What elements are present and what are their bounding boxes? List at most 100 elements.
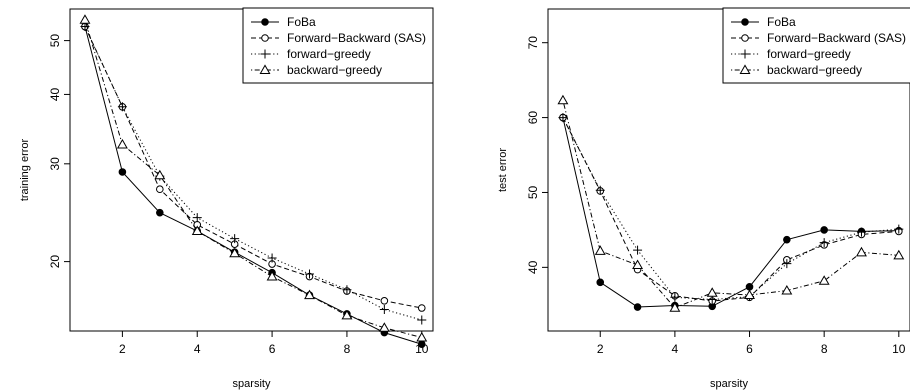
chart-1-series-2-point <box>156 185 164 194</box>
chart-1-series-3-point <box>117 102 127 112</box>
y-tick-label: 20 <box>48 255 62 269</box>
y-tick-label: 40 <box>526 260 540 274</box>
legend-label: forward−greedy <box>287 47 371 61</box>
legend-label: backward−greedy <box>767 63 862 77</box>
chart-2-series-3-point <box>633 245 643 255</box>
chart-2-series-4-point <box>744 289 755 300</box>
legend-marker <box>261 18 269 26</box>
chart-2-series-1-point <box>596 278 605 287</box>
chart-1-series-4-point <box>378 322 390 332</box>
chart-1-series-4-point <box>79 14 91 24</box>
chart-1-legend: FoBa Forward−Backward (SAS) forward−greedy… <box>242 7 434 84</box>
legend-marker <box>741 18 749 26</box>
legend-marker <box>260 49 270 59</box>
chart-2-series-3-point <box>558 113 568 123</box>
chart-1-series-4-point <box>116 138 128 149</box>
chart-1-series-1-point <box>118 168 127 176</box>
x-tick-label: 8 <box>344 342 351 356</box>
legend-marker <box>261 34 269 42</box>
chart-2-series-3 <box>558 113 904 305</box>
chart-1-series-4-line <box>84 19 422 339</box>
chart-2-series-3-point <box>670 292 680 302</box>
chart-2-series-1-line <box>562 117 899 308</box>
chart-1-series-3-point <box>230 234 240 244</box>
x-tick-label: 4 <box>672 342 679 356</box>
chart-1-series-3-point <box>379 304 389 314</box>
chart-2-series-2 <box>559 113 903 305</box>
legend-label: FoBa <box>767 15 796 29</box>
chart-1-series-4-point <box>416 331 428 342</box>
chart-1-series-3-point <box>267 253 277 263</box>
x-tick-label: 6 <box>746 342 753 356</box>
chart-1-series-3-point <box>305 269 315 279</box>
chart-2-series-4-point <box>706 287 718 297</box>
chart-2-series-4-point <box>557 94 569 105</box>
legend-label: backward−greedy <box>287 63 382 77</box>
chart-2-series-2-line <box>562 117 899 302</box>
x-tick-label: 4 <box>194 342 201 356</box>
chart-1-series-3-point <box>417 315 427 325</box>
legend-marker <box>740 49 750 59</box>
chart-1-series-1-line <box>84 26 422 345</box>
chart-2-series-4 <box>557 94 905 312</box>
x-tick-label: 8 <box>821 342 828 356</box>
chart-2-series-1 <box>559 113 903 311</box>
chart-1-series-2-point <box>417 304 426 312</box>
chart-1-series-4 <box>79 14 428 342</box>
chart-2-series-3-point <box>819 238 829 248</box>
chart-1-series-3-line <box>84 26 422 321</box>
chart-1-series-4-point <box>341 309 353 320</box>
chart-2-series-1-point <box>745 283 754 291</box>
chart-1-series-4-point <box>154 169 166 180</box>
x-axis-label: sparsity <box>710 378 748 390</box>
legend-marker <box>739 64 751 74</box>
y-tick-label: 60 <box>526 111 540 125</box>
legend-label: Forward−Backward (SAS) <box>287 31 426 45</box>
y-tick-label: 30 <box>48 157 62 171</box>
chart-2-series-3-point <box>595 185 605 195</box>
x-tick-label: 2 <box>597 342 604 356</box>
legend-marker <box>741 34 749 42</box>
x-tick-label: 10 <box>892 342 906 356</box>
chart-1-series-4-point <box>266 270 278 281</box>
chart-2-series-1-point <box>633 303 642 311</box>
x-tick-label: 6 <box>269 342 276 356</box>
y-axis-label: training error <box>19 138 31 201</box>
chart-2-series-1-point <box>820 226 828 234</box>
chart-2-series-4-line <box>562 100 899 309</box>
chart-2-series-3-point <box>782 259 792 269</box>
chart-2: 2 4 6 8 10 40 50 60 70 sparsity test error FoBa Forw… <box>497 7 910 390</box>
y-tick-label: 50 <box>48 34 62 48</box>
chart-1-series-1-point <box>156 208 164 217</box>
y-tick-label: 40 <box>48 87 62 101</box>
chart-1-series-4-point <box>191 225 203 236</box>
legend-marker <box>259 64 271 74</box>
legend-label: Forward−Backward (SAS) <box>767 31 906 45</box>
chart-1-series-4-point <box>229 247 241 258</box>
chart-1-series-4-point <box>304 289 315 300</box>
chart-2-series-4-point <box>893 249 905 260</box>
y-tick-label: 50 <box>526 185 540 199</box>
y-axis-label: test error <box>497 148 509 192</box>
x-tick-label: 2 <box>119 342 126 356</box>
x-axis-label: sparsity <box>233 378 271 390</box>
chart-2-series-4-point <box>818 275 830 285</box>
chart-1-series-1-point <box>417 340 426 349</box>
legend-label: FoBa <box>287 15 316 29</box>
chart-2-series-4-point <box>669 302 681 312</box>
chart-2-series-4-point <box>781 284 793 295</box>
chart-2-series-4-point <box>632 259 644 270</box>
chart-1-series-3-point <box>192 213 202 223</box>
chart-2-series-3-point <box>894 224 904 234</box>
y-tick-label: 70 <box>526 36 540 50</box>
chart-2-series-4-point <box>594 245 606 255</box>
chart-2-legend: FoBa Forward−Backward (SAS) forward−greedy… <box>722 7 910 84</box>
legend-label: forward−greedy <box>767 47 851 61</box>
chart-2-series-3-point <box>856 227 866 237</box>
chart-2-series-4-point <box>856 246 867 257</box>
chart-1-series-2-point <box>380 297 389 305</box>
chart-2-series-3-line <box>562 117 899 301</box>
legend-box <box>242 7 434 84</box>
